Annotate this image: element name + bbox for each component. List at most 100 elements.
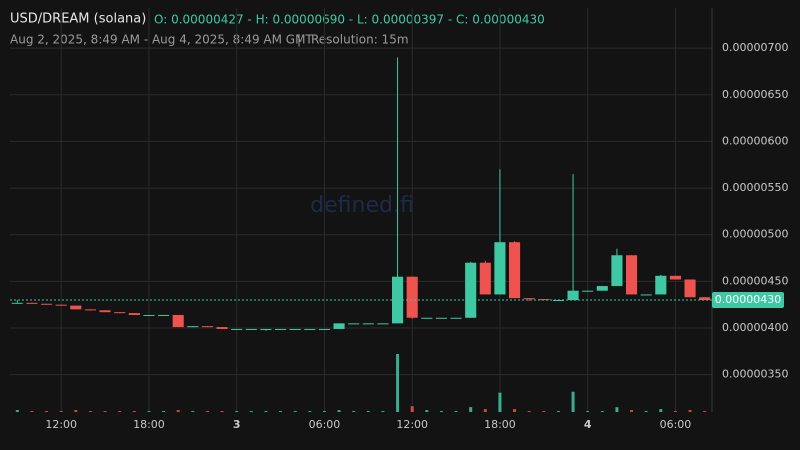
- candle-body: [143, 314, 155, 316]
- subtitle: Aug 2, 2025, 8:49 AM - Aug 4, 2025, 8:49…: [10, 33, 313, 47]
- volume-bar: [630, 410, 634, 412]
- volume-bar: [147, 411, 151, 412]
- volume-bar: [264, 411, 268, 412]
- volume-bar: [279, 411, 283, 412]
- candle-body: [114, 312, 126, 314]
- volume-bar: [381, 411, 385, 412]
- volume-bar: [337, 410, 341, 412]
- volume-bar: [118, 411, 122, 412]
- candle-body: [318, 328, 330, 330]
- candle-body: [275, 328, 287, 330]
- volume-bar: [74, 410, 78, 412]
- resolution: Resolution: 15m: [311, 33, 409, 47]
- candle-body: [640, 294, 652, 296]
- volume-bar: [176, 410, 180, 412]
- volume-bar: [191, 411, 195, 412]
- y-tick-label: 0.00000600: [722, 134, 788, 147]
- volume-bar: [571, 391, 575, 412]
- volume-bar: [162, 411, 166, 412]
- volume-bar: [513, 409, 517, 412]
- x-tick-label: 18:00: [484, 418, 516, 431]
- candle-body: [465, 262, 477, 318]
- candle-body: [99, 310, 111, 313]
- candle-body: [55, 304, 67, 306]
- candle-body: [450, 317, 462, 319]
- volume-bar: [586, 411, 590, 412]
- volume-bar: [45, 411, 49, 412]
- x-tick-label: 06:00: [660, 418, 692, 431]
- candle-body: [655, 275, 667, 295]
- candle-body: [377, 323, 389, 325]
- candle-body: [187, 326, 199, 328]
- candle-body: [626, 255, 638, 295]
- y-tick-label: 0.00000350: [722, 368, 788, 381]
- candle-body: [348, 323, 360, 325]
- volume-bar: [542, 411, 546, 412]
- volume-bar: [249, 411, 253, 412]
- candle-body: [70, 305, 82, 310]
- candle-body: [669, 275, 681, 280]
- candle-body: [684, 279, 696, 298]
- candle-body: [611, 255, 623, 287]
- y-tick-label: 0.00000650: [722, 88, 788, 101]
- volume-bar: [103, 411, 107, 412]
- volume-bar: [425, 410, 429, 412]
- volume-bar: [454, 411, 458, 412]
- candle-body: [582, 290, 594, 292]
- candle-body: [494, 242, 506, 295]
- candle-body: [333, 323, 345, 329]
- x-tick-label: 18:00: [133, 418, 165, 431]
- candle-body: [158, 314, 170, 316]
- candle-body: [523, 298, 535, 300]
- volume-bar: [205, 411, 209, 412]
- volume-bar: [410, 406, 414, 412]
- candle-body: [435, 317, 447, 319]
- candle-body: [304, 328, 316, 330]
- volume-bar: [396, 354, 400, 412]
- candle-body: [392, 276, 404, 324]
- y-tick-label: 0.00000400: [722, 321, 788, 334]
- volume-bar: [220, 411, 224, 412]
- volume-bar: [556, 411, 560, 412]
- candle-body: [11, 302, 23, 304]
- volume-bar: [527, 411, 531, 412]
- candle-body: [289, 328, 301, 330]
- volume-bar: [600, 411, 604, 412]
- candle-body: [406, 276, 418, 318]
- candle-body: [362, 323, 374, 325]
- volume-bar: [469, 407, 473, 412]
- volume-bar: [366, 411, 370, 412]
- volume-bar: [659, 409, 663, 412]
- volume-bar: [352, 411, 356, 412]
- x-tick-label: 06:00: [309, 418, 341, 431]
- candle-body: [699, 297, 711, 301]
- last-price-tag: [712, 292, 784, 309]
- candle-body: [201, 326, 213, 328]
- candle-body: [172, 314, 184, 328]
- volume-bar: [615, 407, 619, 412]
- watermark: defined.fi: [310, 193, 414, 218]
- volume-bar: [688, 410, 692, 412]
- candle-body: [479, 262, 491, 295]
- x-tick-label: 3: [233, 418, 241, 431]
- candle-body: [260, 328, 272, 330]
- volume-bar: [644, 411, 648, 412]
- candle-body: [41, 303, 53, 305]
- ohlc-summary: O: 0.00000427 - H: 0.00000690 - L: 0.000…: [154, 13, 545, 27]
- volume-bar: [703, 411, 707, 412]
- volume-bar: [483, 409, 487, 412]
- candle-body: [245, 328, 257, 330]
- candle-body: [128, 313, 140, 315]
- candle-body: [421, 317, 433, 319]
- x-tick-label: 12:00: [396, 418, 428, 431]
- volume-bar: [30, 411, 34, 412]
- volume-bar: [59, 411, 63, 412]
- separator: |: [297, 33, 301, 47]
- candle-body: [567, 290, 579, 301]
- y-tick-label: 0.00000450: [722, 274, 788, 287]
- volume-bar: [308, 411, 312, 412]
- y-tick-label: 0.00000500: [722, 228, 788, 241]
- volume-bar: [15, 410, 19, 412]
- volume-bar: [673, 411, 677, 412]
